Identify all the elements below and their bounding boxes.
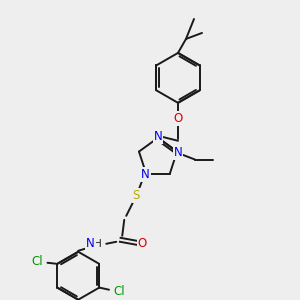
- Text: Cl: Cl: [32, 255, 43, 268]
- Text: O: O: [173, 112, 183, 125]
- Text: N: N: [154, 130, 162, 143]
- Text: N: N: [86, 237, 94, 250]
- Text: O: O: [138, 237, 147, 250]
- Text: N: N: [141, 168, 150, 182]
- Text: N: N: [174, 146, 182, 159]
- Text: Cl: Cl: [113, 285, 125, 298]
- Text: S: S: [133, 189, 140, 203]
- Text: H: H: [94, 239, 102, 249]
